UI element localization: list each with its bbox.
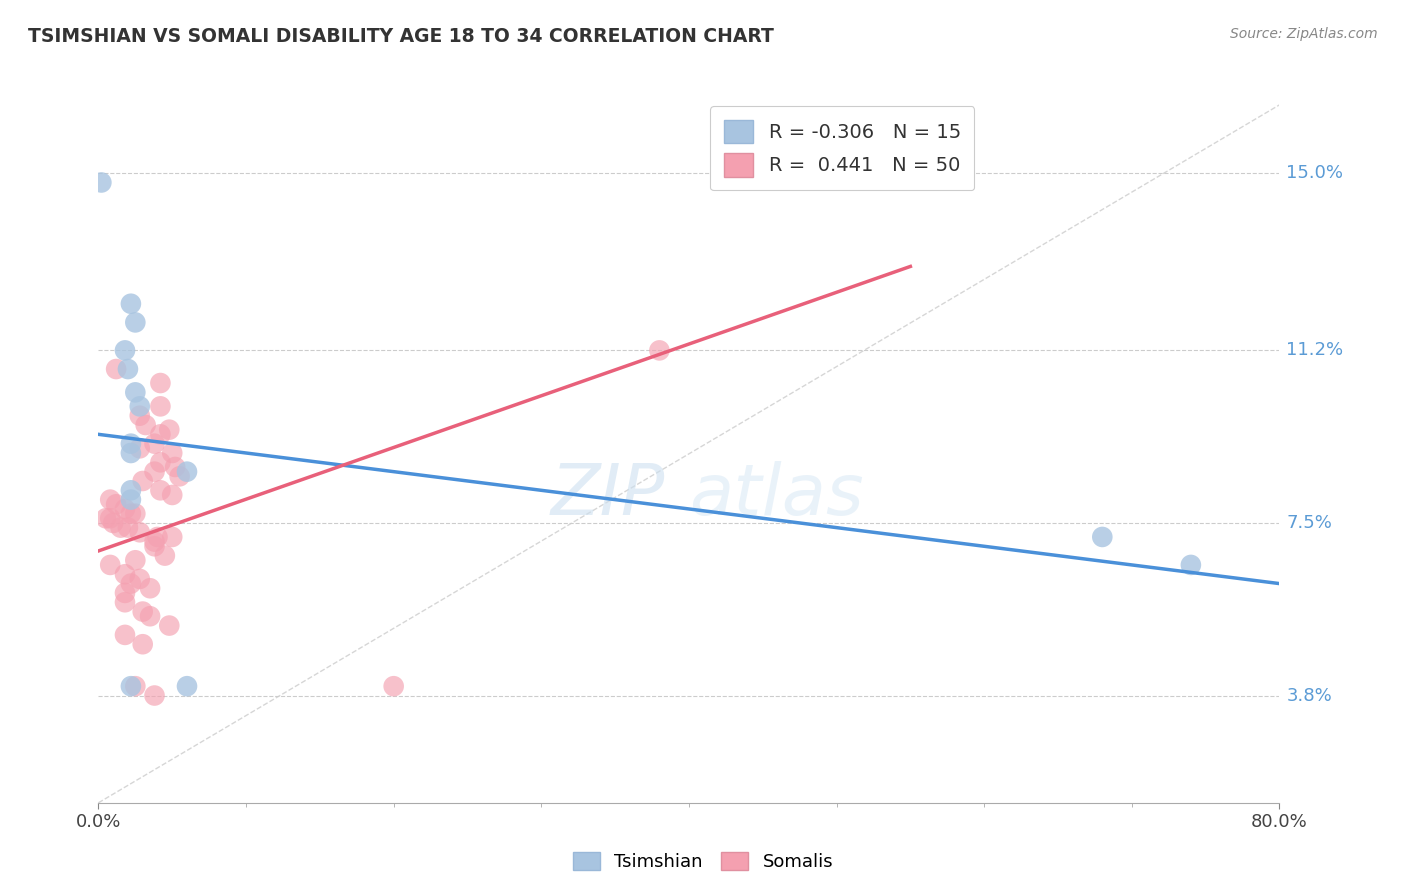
Point	[124, 507, 146, 521]
Point	[132, 637, 155, 651]
Point	[139, 581, 162, 595]
Point	[139, 609, 162, 624]
Point	[149, 427, 172, 442]
Point	[110, 521, 132, 535]
Point	[132, 474, 155, 488]
Point	[157, 618, 180, 632]
Point	[128, 525, 150, 540]
Point	[165, 460, 187, 475]
Point	[149, 455, 172, 469]
Point	[176, 465, 198, 479]
Point	[114, 567, 136, 582]
Point	[143, 465, 166, 479]
Point	[648, 343, 671, 358]
Point	[105, 362, 128, 376]
Point	[149, 376, 172, 390]
Text: ZIP: ZIP	[551, 461, 665, 531]
Y-axis label: Disability Age 18 to 34: Disability Age 18 to 34	[0, 343, 8, 549]
Point	[143, 534, 166, 549]
Point	[114, 628, 136, 642]
Text: 3.8%: 3.8%	[1286, 687, 1333, 705]
Point	[94, 511, 117, 525]
Point	[149, 483, 172, 498]
Point	[153, 549, 176, 563]
Legend: Tsimshian, Somalis: Tsimshian, Somalis	[565, 845, 841, 879]
Text: 11.2%: 11.2%	[1286, 342, 1344, 359]
Legend: R = -0.306   N = 15, R =  0.441   N = 50: R = -0.306 N = 15, R = 0.441 N = 50	[710, 106, 974, 191]
Point	[124, 385, 146, 400]
Point	[114, 586, 136, 600]
Point	[135, 417, 157, 432]
Point	[1180, 558, 1202, 572]
Point	[120, 492, 142, 507]
Text: Source: ZipAtlas.com: Source: ZipAtlas.com	[1230, 27, 1378, 41]
Point	[120, 446, 142, 460]
Point	[162, 488, 183, 502]
Point	[117, 362, 139, 376]
Point	[124, 315, 146, 329]
Point	[143, 689, 166, 703]
Point	[98, 492, 121, 507]
Point	[128, 409, 150, 423]
Point	[120, 436, 142, 450]
Point	[157, 423, 180, 437]
Point	[120, 576, 142, 591]
Point	[98, 511, 121, 525]
Point	[120, 679, 142, 693]
Point	[90, 176, 112, 190]
Point	[146, 530, 169, 544]
Point	[128, 442, 150, 456]
Point	[103, 516, 125, 530]
Point	[124, 553, 146, 567]
Point	[143, 436, 166, 450]
Point	[382, 679, 405, 693]
Point	[120, 297, 142, 311]
Point	[120, 483, 142, 498]
Point	[149, 400, 172, 414]
Text: atlas: atlas	[689, 461, 863, 531]
Point	[128, 400, 150, 414]
Point	[169, 469, 191, 483]
Point	[143, 539, 166, 553]
Point	[128, 572, 150, 586]
Point	[117, 521, 139, 535]
Point	[1091, 530, 1114, 544]
Point	[162, 530, 183, 544]
Point	[114, 343, 136, 358]
Point	[132, 605, 155, 619]
Point	[105, 497, 128, 511]
Point	[120, 507, 142, 521]
Point	[162, 446, 183, 460]
Point	[114, 595, 136, 609]
Point	[114, 502, 136, 516]
Point	[124, 679, 146, 693]
Point	[176, 679, 198, 693]
Text: 7.5%: 7.5%	[1286, 514, 1333, 532]
Text: 15.0%: 15.0%	[1286, 164, 1344, 182]
Text: TSIMSHIAN VS SOMALI DISABILITY AGE 18 TO 34 CORRELATION CHART: TSIMSHIAN VS SOMALI DISABILITY AGE 18 TO…	[28, 27, 773, 45]
Point	[98, 558, 121, 572]
